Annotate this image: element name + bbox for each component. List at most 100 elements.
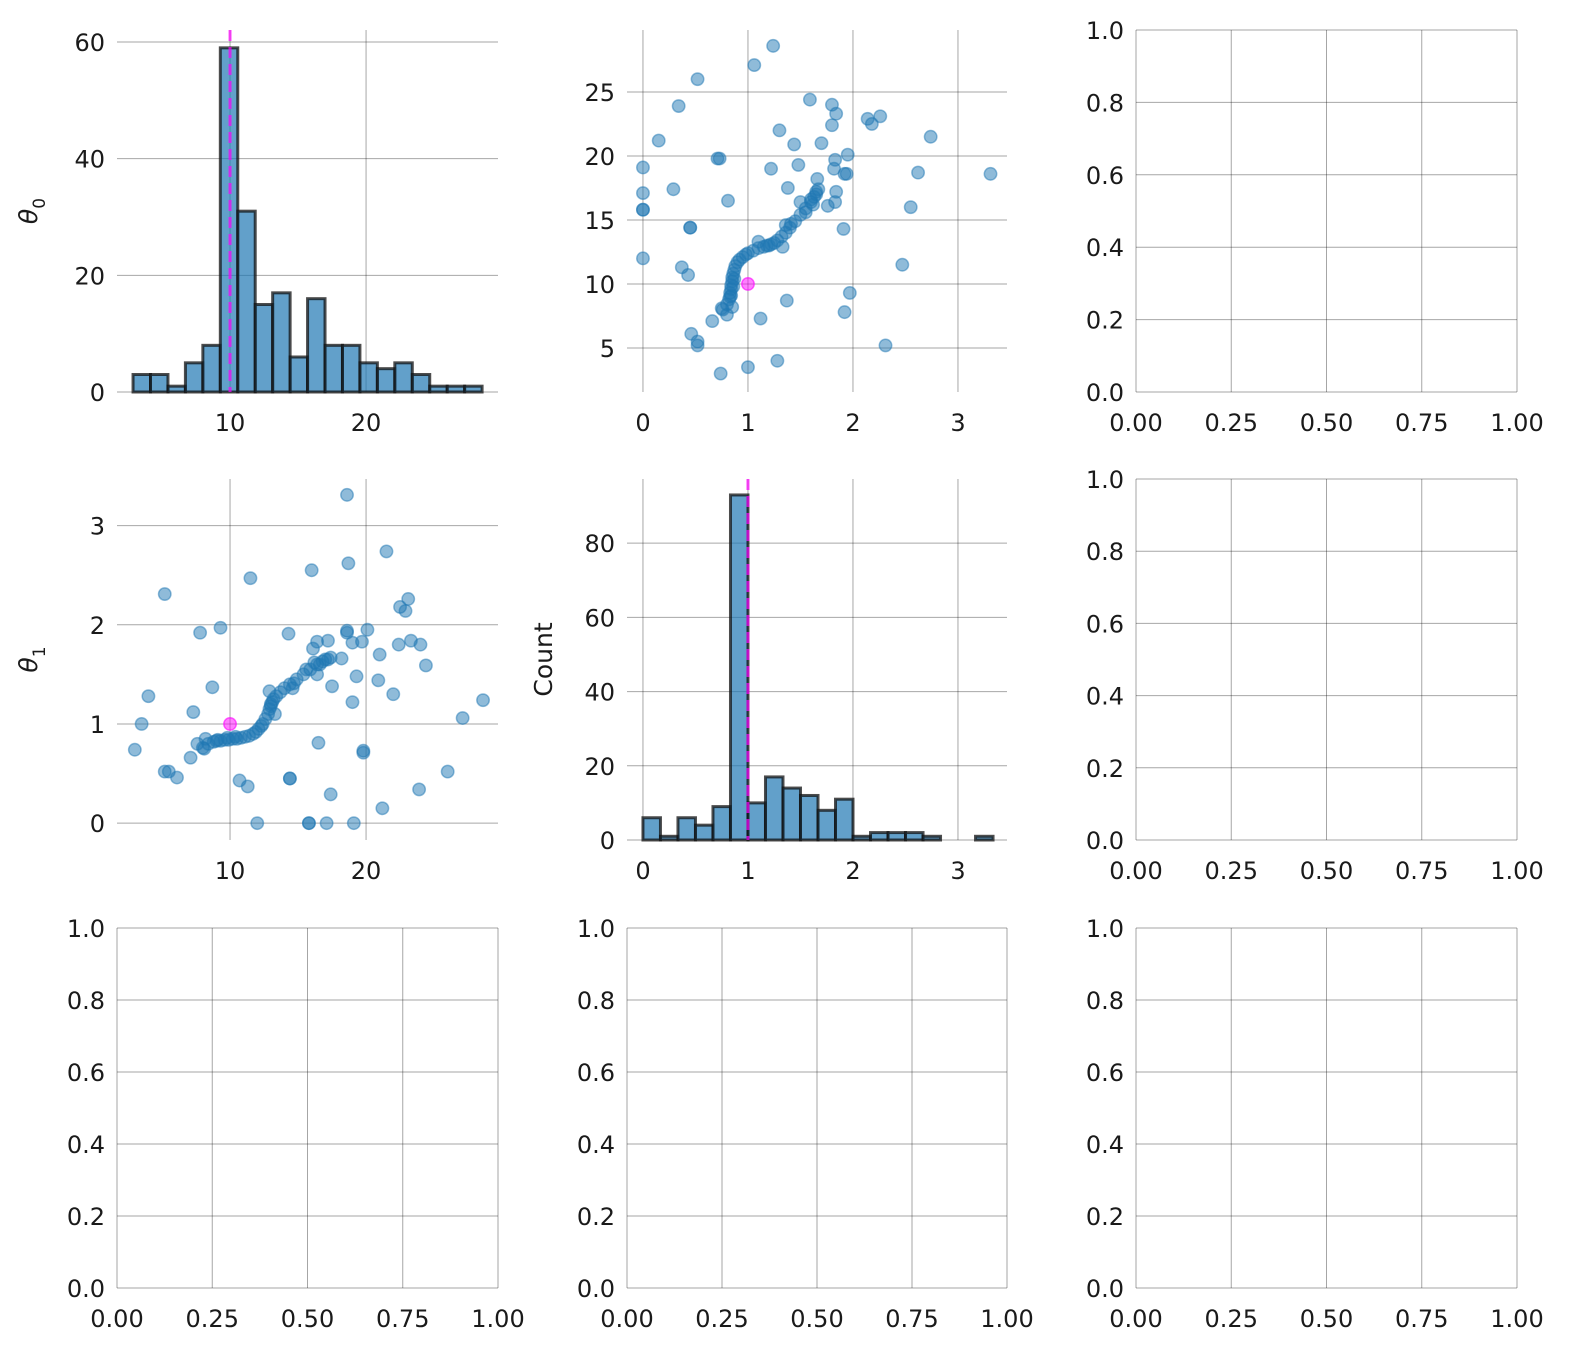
y-tick-label: 0.0 [577,1275,615,1303]
y-tick-label: 5 [600,335,615,363]
scatter-point [766,38,781,53]
scatter-point [923,129,938,144]
histogram-bar [166,384,187,394]
scatter-point [232,773,247,788]
scatter-point [349,669,364,684]
x-tick-label: 0.75 [1395,409,1448,437]
scatter-point [391,637,406,652]
scatter-point [764,161,779,176]
scatter-point [141,689,156,704]
scatter-point [721,193,735,208]
y-tick-label: 0.2 [1086,755,1124,783]
scatter-point [878,338,893,353]
scatter-point [636,160,650,175]
scatter-point [345,695,360,710]
histogram-bar [851,834,873,842]
scatter-point [228,729,243,744]
y-tick-label: 0.6 [67,1059,105,1087]
x-tick-label: 0 [635,857,650,885]
scatter-point [636,202,650,217]
x-tick-label: 0.00 [600,1305,653,1333]
scatter-point [282,771,297,786]
x-tick-label: 0.75 [885,1305,938,1333]
scatter-point [412,782,427,797]
scatter-point [418,658,433,673]
y-tick-label: 0.8 [1086,89,1124,117]
y-axis-label-subscript: 0 [30,198,50,209]
histogram-bar [869,831,890,842]
scatter-point [873,109,888,124]
scatter-point [791,157,806,172]
y-tick-label: 1.0 [67,915,105,943]
histogram-bar [428,384,449,394]
scatter-point [205,680,220,695]
scatter-point [304,563,319,578]
y-tick-label: 0.2 [67,1203,105,1231]
x-tick-label: 0.00 [1109,1305,1162,1333]
y-tick-label: 15 [584,207,615,235]
scatter-point [355,634,369,649]
x-tick-label: 0.25 [186,1305,239,1333]
scatter-point [828,152,843,167]
scatter-point [401,592,416,606]
histogram-bar [974,834,995,842]
scatter-point [325,679,340,694]
scatter-point [713,366,728,381]
scatter-point [747,58,762,73]
y-axis-label-main: Count [529,622,558,696]
y-tick-label: 2 [90,612,105,640]
panel-r1-c2: 0.00 0.25 0.50 0.75 1.00 0.0 0.2 0.4 0.6 0.8 1.0 [1086,466,1544,885]
x-tick-label: 0.50 [1300,857,1353,885]
histogram-bar [375,367,397,394]
y-tick-label: 0.2 [1086,307,1124,335]
scatter-point [837,305,852,320]
y-tick-label: 25 [584,79,615,107]
y-tick-label: 0.8 [577,987,615,1015]
x-tick-label: 0.25 [1205,409,1258,437]
histogram-bar [711,805,732,842]
x-tick-label: 1 [740,857,755,885]
y-tick-label: 10 [584,271,615,299]
scatter-point [636,186,650,201]
histogram-bar [658,834,680,842]
histogram-bar [676,816,697,842]
scatter-point [386,687,401,702]
y-axis-label-main: θ [14,209,43,224]
histogram-bar [904,831,925,842]
histogram-bar [236,209,257,394]
scatter-point [836,221,851,236]
x-tick-label: 0.75 [376,1305,429,1333]
histogram-bar [641,816,662,842]
x-tick-label: 1.00 [1490,1305,1543,1333]
scatter-point [753,311,768,326]
y-tick-label: 60 [584,604,615,632]
scatter-point [301,816,316,831]
x-tick-label: 0.25 [695,1305,748,1333]
scatter-point [340,623,354,638]
y-tick-label: 1.0 [1086,915,1124,943]
scatter-point [476,693,490,708]
y-axis-label: θ1 [14,646,50,672]
scatter-point [375,801,390,816]
scatter-point [186,705,201,720]
x-tick-label: 1.00 [1490,409,1543,437]
y-tick-label: 60 [74,29,105,57]
scatter-point [814,136,829,151]
scatter-point [371,673,386,688]
scatter-point [372,647,387,662]
scatter-point [440,764,455,779]
scatter-point [265,695,280,710]
y-tick-label: 0.4 [1086,234,1124,262]
y-tick-label: 0.0 [67,1275,105,1303]
scatter-point [307,655,322,670]
y-tick-label: 0.6 [1086,162,1124,190]
histogram-bar [445,384,467,394]
scatter-point [403,633,418,648]
y-tick-label: 1 [90,711,105,739]
histogram-bar [886,831,908,842]
scatter-point [864,117,879,131]
scatter-point [806,197,821,212]
scatter-point [193,625,208,640]
